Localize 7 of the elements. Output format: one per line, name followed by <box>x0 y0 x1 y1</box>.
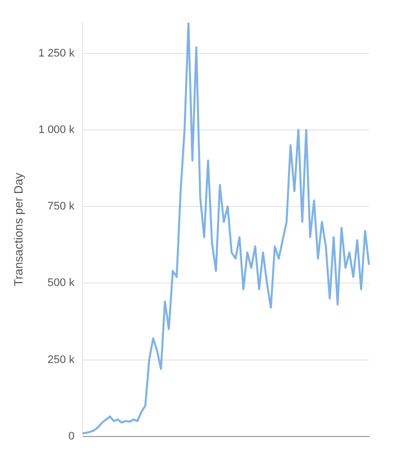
y-axis-title: Transactions per Day <box>12 172 26 286</box>
y-tick-label: 250 k <box>48 354 75 366</box>
y-tick-label: 1 000 k <box>38 124 75 136</box>
y-tick-label: 750 k <box>48 200 75 213</box>
y-tick-label: 500 k <box>48 277 75 290</box>
y-tick-label: 0 <box>68 430 74 442</box>
y-tick-label: 1 250 k <box>38 47 75 60</box>
